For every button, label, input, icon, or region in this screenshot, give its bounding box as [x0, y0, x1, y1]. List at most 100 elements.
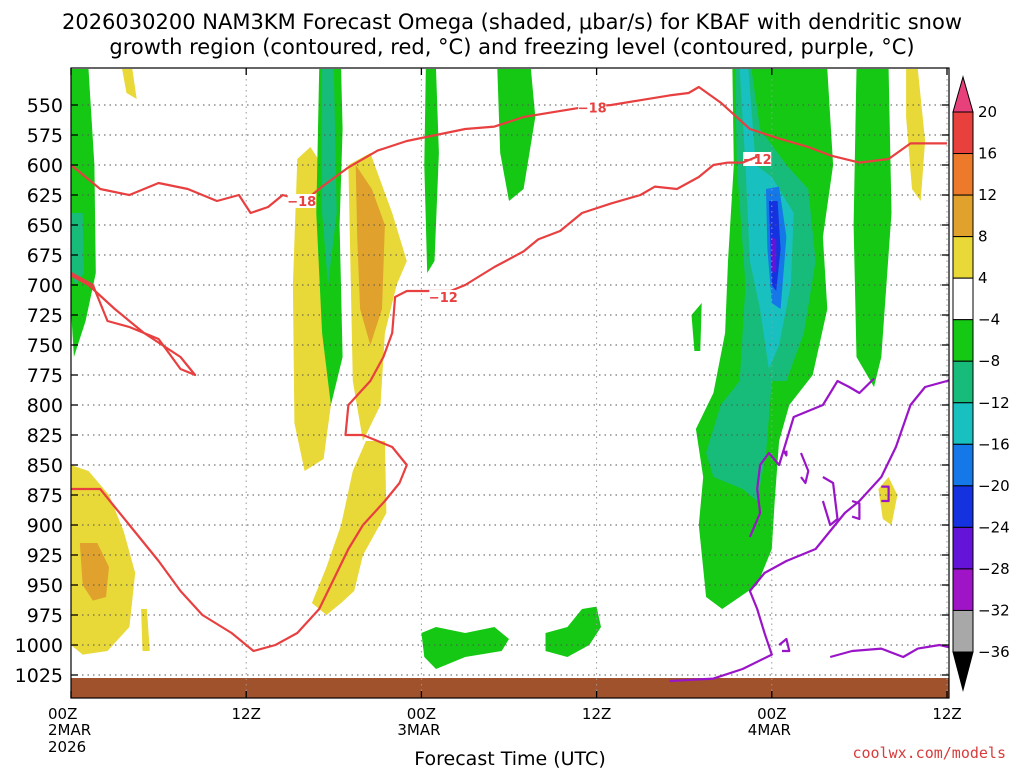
colorbar-segment: [952, 402, 974, 445]
colorbar-segment: [952, 194, 974, 238]
omega-region: [122, 69, 137, 99]
y-tick-label: 625: [27, 185, 63, 207]
colorbar-label: −8: [978, 352, 1000, 370]
y-tick-label: 1025: [15, 665, 63, 687]
y-tick-label: 675: [27, 245, 63, 267]
omega-region: [311, 441, 387, 615]
x-tick-label: 00Z: [48, 705, 77, 723]
colorbar-segment: [952, 568, 974, 611]
colorbar: 20 16 12 8 4 −4 −8 −12 −16 −20 −24 −28 −32 −36: [952, 75, 1010, 692]
terrain-strip: [71, 678, 949, 698]
chart-title-line1: 2026030200 NAM3KM Forecast Omega (shaded…: [61, 10, 963, 34]
omega-region: [421, 627, 509, 669]
dgz-contour-label: −12: [429, 291, 458, 306]
omega-region: [853, 69, 892, 387]
y-tick-label: 775: [27, 365, 63, 387]
y-tick-label: 975: [27, 605, 63, 627]
omega-region: [79, 543, 109, 601]
colorbar-segment: [952, 111, 974, 155]
freezing-contour-line: [851, 499, 861, 521]
freezing-contour-line: [881, 485, 890, 503]
dgz-contour-line: [71, 85, 947, 215]
freezing-contours: [669, 377, 949, 683]
terrain-layer: [71, 678, 949, 698]
x-tick-label: 00Z: [407, 705, 436, 723]
dgz-contour-label: −18: [287, 195, 316, 210]
y-tick-label: 1000: [15, 635, 63, 657]
freezing-contour-line: [821, 476, 839, 527]
omega-shading: [71, 69, 926, 669]
colorbar-cap-bottom: [952, 651, 974, 692]
y-tick-label: 650: [27, 215, 63, 237]
colorbar-segment: [952, 277, 974, 321]
y-tick-label: 925: [27, 545, 63, 567]
colorbar-label: −32: [978, 601, 1010, 619]
colorbar-label: 8: [978, 228, 988, 246]
dgz-contour-line: [71, 272, 197, 377]
x-tick-year: 2026: [48, 738, 86, 756]
colorbar-segment: [952, 485, 974, 528]
dgz-contour-label: −12: [743, 153, 772, 168]
colorbar-label: 4: [978, 269, 988, 287]
colorbar-segment: [952, 319, 974, 362]
omega-region: [545, 606, 601, 657]
colorbar-segment: [952, 526, 974, 570]
omega-region: [71, 213, 85, 285]
omega-region: [771, 237, 777, 273]
x-tick-label: 12Z: [932, 705, 961, 723]
y-tick-label: 850: [27, 455, 63, 477]
y-tick-label: 725: [27, 305, 63, 327]
y-tick-label: 825: [27, 425, 63, 447]
chart-title-line2: growth region (contoured, red, °C) and f…: [109, 35, 915, 59]
omega-region: [322, 69, 337, 285]
x-tick-label: 00Z: [757, 705, 786, 723]
y-tick-label: 600: [27, 155, 63, 177]
freezing-contour-line: [799, 452, 810, 485]
colorbar-segment: [952, 609, 974, 653]
dgz-contours: −18 −18 −12 −12: [71, 85, 947, 653]
plot-frame: [70, 67, 950, 699]
colorbar-label: −4: [978, 311, 1000, 329]
omega-region: [355, 165, 385, 345]
colorbar-segment: [952, 153, 974, 196]
y-tick-label: 950: [27, 575, 63, 597]
y-tick-label: 575: [27, 125, 63, 147]
colorbar-label: 20: [978, 103, 997, 121]
y-tick-label: 700: [27, 275, 63, 297]
y-tick-label: 900: [27, 515, 63, 537]
x-tick-label: 12Z: [582, 705, 611, 723]
colorbar-label: −20: [978, 477, 1010, 495]
x-tick-label: 12Z: [232, 705, 261, 723]
colorbar-segment: [952, 360, 974, 404]
dgz-label-bg: [287, 194, 316, 208]
x-tick-date: 2MAR: [48, 721, 91, 739]
y-axis: 550 575 600 625 650 675 700 725 750 775 800 825 850 8…: [15, 95, 949, 687]
colorbar-label: −16: [978, 435, 1010, 453]
freezing-contour-line: [782, 450, 788, 457]
dgz-contour-label: −18: [578, 101, 607, 116]
colorbar-label: 12: [978, 186, 997, 204]
colorbar-segment: [952, 236, 974, 279]
freezing-contour-line: [829, 643, 949, 659]
freezing-contour-line: [748, 377, 875, 538]
freezing-contour-line: [669, 378, 949, 683]
y-tick-label: 800: [27, 395, 63, 417]
freezing-contour-line: [778, 637, 791, 653]
colorbar-label: −36: [978, 643, 1010, 661]
colorbar-label: 16: [978, 145, 997, 163]
x-tick-date: 4MAR: [748, 721, 791, 739]
dgz-label-bg: [743, 152, 772, 166]
omega-region: [141, 609, 150, 651]
x-tick-date: 3MAR: [397, 721, 440, 739]
omega-region: [497, 69, 536, 201]
credit-text: coolwx.com/models: [852, 744, 1006, 762]
y-tick-label: 550: [27, 95, 63, 117]
omega-region: [691, 303, 702, 351]
omega-region: [906, 69, 926, 201]
colorbar-cap-top: [952, 75, 974, 113]
y-tick-label: 875: [27, 485, 63, 507]
y-tick-label: 750: [27, 335, 63, 357]
colorbar-label: −28: [978, 560, 1010, 578]
